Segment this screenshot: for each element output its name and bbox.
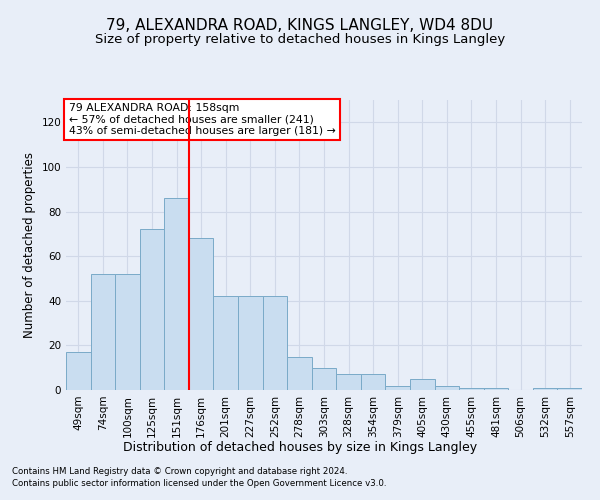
Bar [91,274,115,390]
Bar [164,198,189,390]
Bar [385,386,410,390]
Bar [140,230,164,390]
Bar [434,386,459,390]
Bar [66,352,91,390]
Bar [336,374,361,390]
Bar [189,238,214,390]
Bar [484,388,508,390]
Text: Size of property relative to detached houses in Kings Langley: Size of property relative to detached ho… [95,32,505,46]
Bar [533,388,557,390]
Bar [410,379,434,390]
Text: Contains public sector information licensed under the Open Government Licence v3: Contains public sector information licen… [12,478,386,488]
Bar [263,296,287,390]
Text: Contains HM Land Registry data © Crown copyright and database right 2024.: Contains HM Land Registry data © Crown c… [12,467,347,476]
Y-axis label: Number of detached properties: Number of detached properties [23,152,36,338]
Bar [557,388,582,390]
Bar [361,374,385,390]
Bar [115,274,140,390]
Bar [459,388,484,390]
Text: 79, ALEXANDRA ROAD, KINGS LANGLEY, WD4 8DU: 79, ALEXANDRA ROAD, KINGS LANGLEY, WD4 8… [106,18,494,32]
Bar [287,356,312,390]
Text: 79 ALEXANDRA ROAD: 158sqm
← 57% of detached houses are smaller (241)
43% of semi: 79 ALEXANDRA ROAD: 158sqm ← 57% of detac… [68,103,335,136]
Text: Distribution of detached houses by size in Kings Langley: Distribution of detached houses by size … [123,441,477,454]
Bar [214,296,238,390]
Bar [312,368,336,390]
Bar [238,296,263,390]
